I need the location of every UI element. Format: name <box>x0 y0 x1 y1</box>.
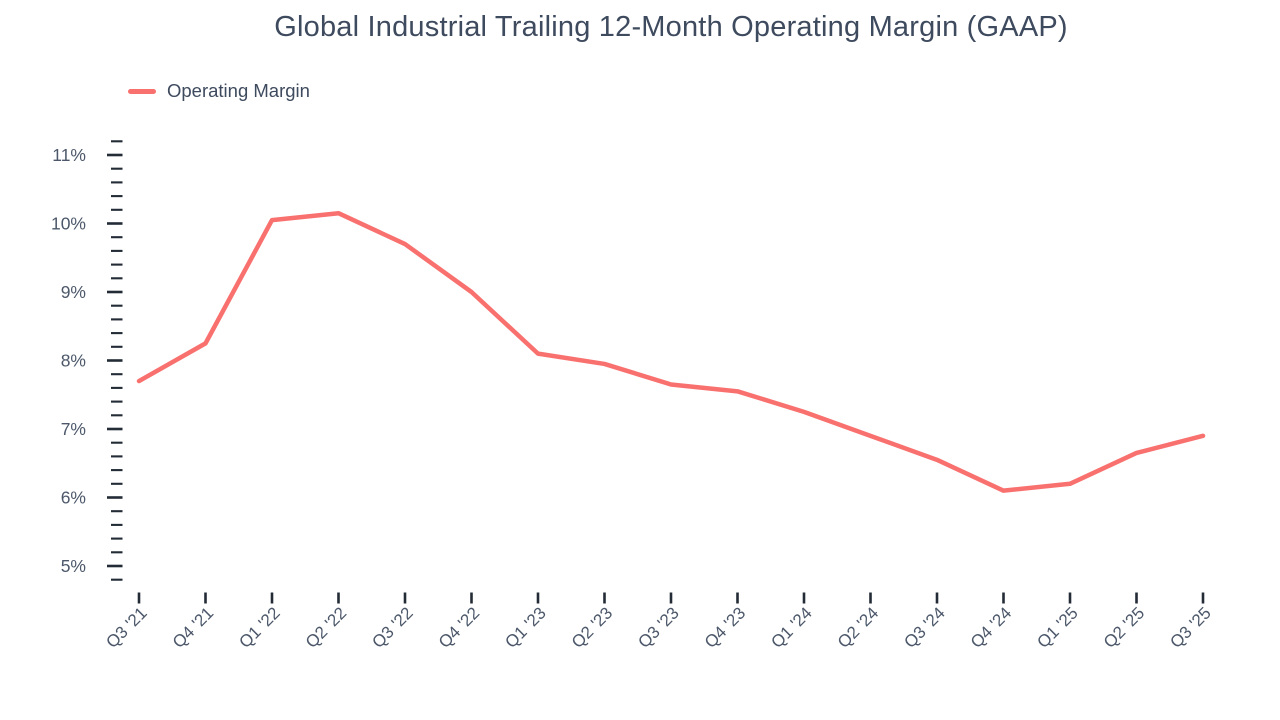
y-axis-tick-label: 6% <box>61 488 86 508</box>
x-axis-tick-label: Q3 '21 <box>102 603 150 651</box>
x-axis-tick-label: Q1 '22 <box>235 603 283 651</box>
x-axis-tick-label: Q2 '22 <box>302 603 350 651</box>
y-axis-tick-label: 7% <box>61 419 86 439</box>
x-axis-tick-label: Q2 '24 <box>834 603 882 651</box>
y-axis-tick-label: 8% <box>61 351 86 371</box>
legend-label: Operating Margin <box>167 80 310 101</box>
y-axis-tick-label: 11% <box>52 145 86 165</box>
x-axis-tick-label: Q3 '23 <box>634 603 682 651</box>
chart-title: Global Industrial Trailing 12-Month Oper… <box>274 11 1068 43</box>
x-axis-tick-label: Q4 '21 <box>169 603 217 651</box>
legend: Operating Margin <box>128 80 310 102</box>
y-axis-tick-label: 9% <box>61 282 86 302</box>
x-axis-tick-label: Q2 '25 <box>1100 603 1148 651</box>
x-axis-tick-label: Q4 '23 <box>701 603 749 651</box>
x-axis-tick-label: Q2 '23 <box>568 603 616 651</box>
x-axis-tick-label: Q4 '24 <box>967 603 1015 651</box>
x-axis-tick-label: Q3 '22 <box>368 603 416 651</box>
operating-margin-line <box>136 210 1206 493</box>
y-axis-tick-label: 10% <box>51 214 86 234</box>
x-axis-tick-label: Q1 '23 <box>501 603 549 651</box>
x-axis-tick-label: Q1 '25 <box>1033 603 1081 651</box>
legend-item-operating-margin[interactable]: Operating Margin <box>128 80 310 102</box>
legend-line-swatch-icon <box>128 88 156 94</box>
x-axis-tick-label: Q3 '24 <box>900 603 948 651</box>
x-axis-tick-label: Q4 '22 <box>435 603 483 651</box>
x-axis-tick-label: Q1 '24 <box>767 603 815 651</box>
y-axis-tick-label: 5% <box>61 556 86 576</box>
x-axis-tick-label: Q3 '25 <box>1166 603 1214 651</box>
